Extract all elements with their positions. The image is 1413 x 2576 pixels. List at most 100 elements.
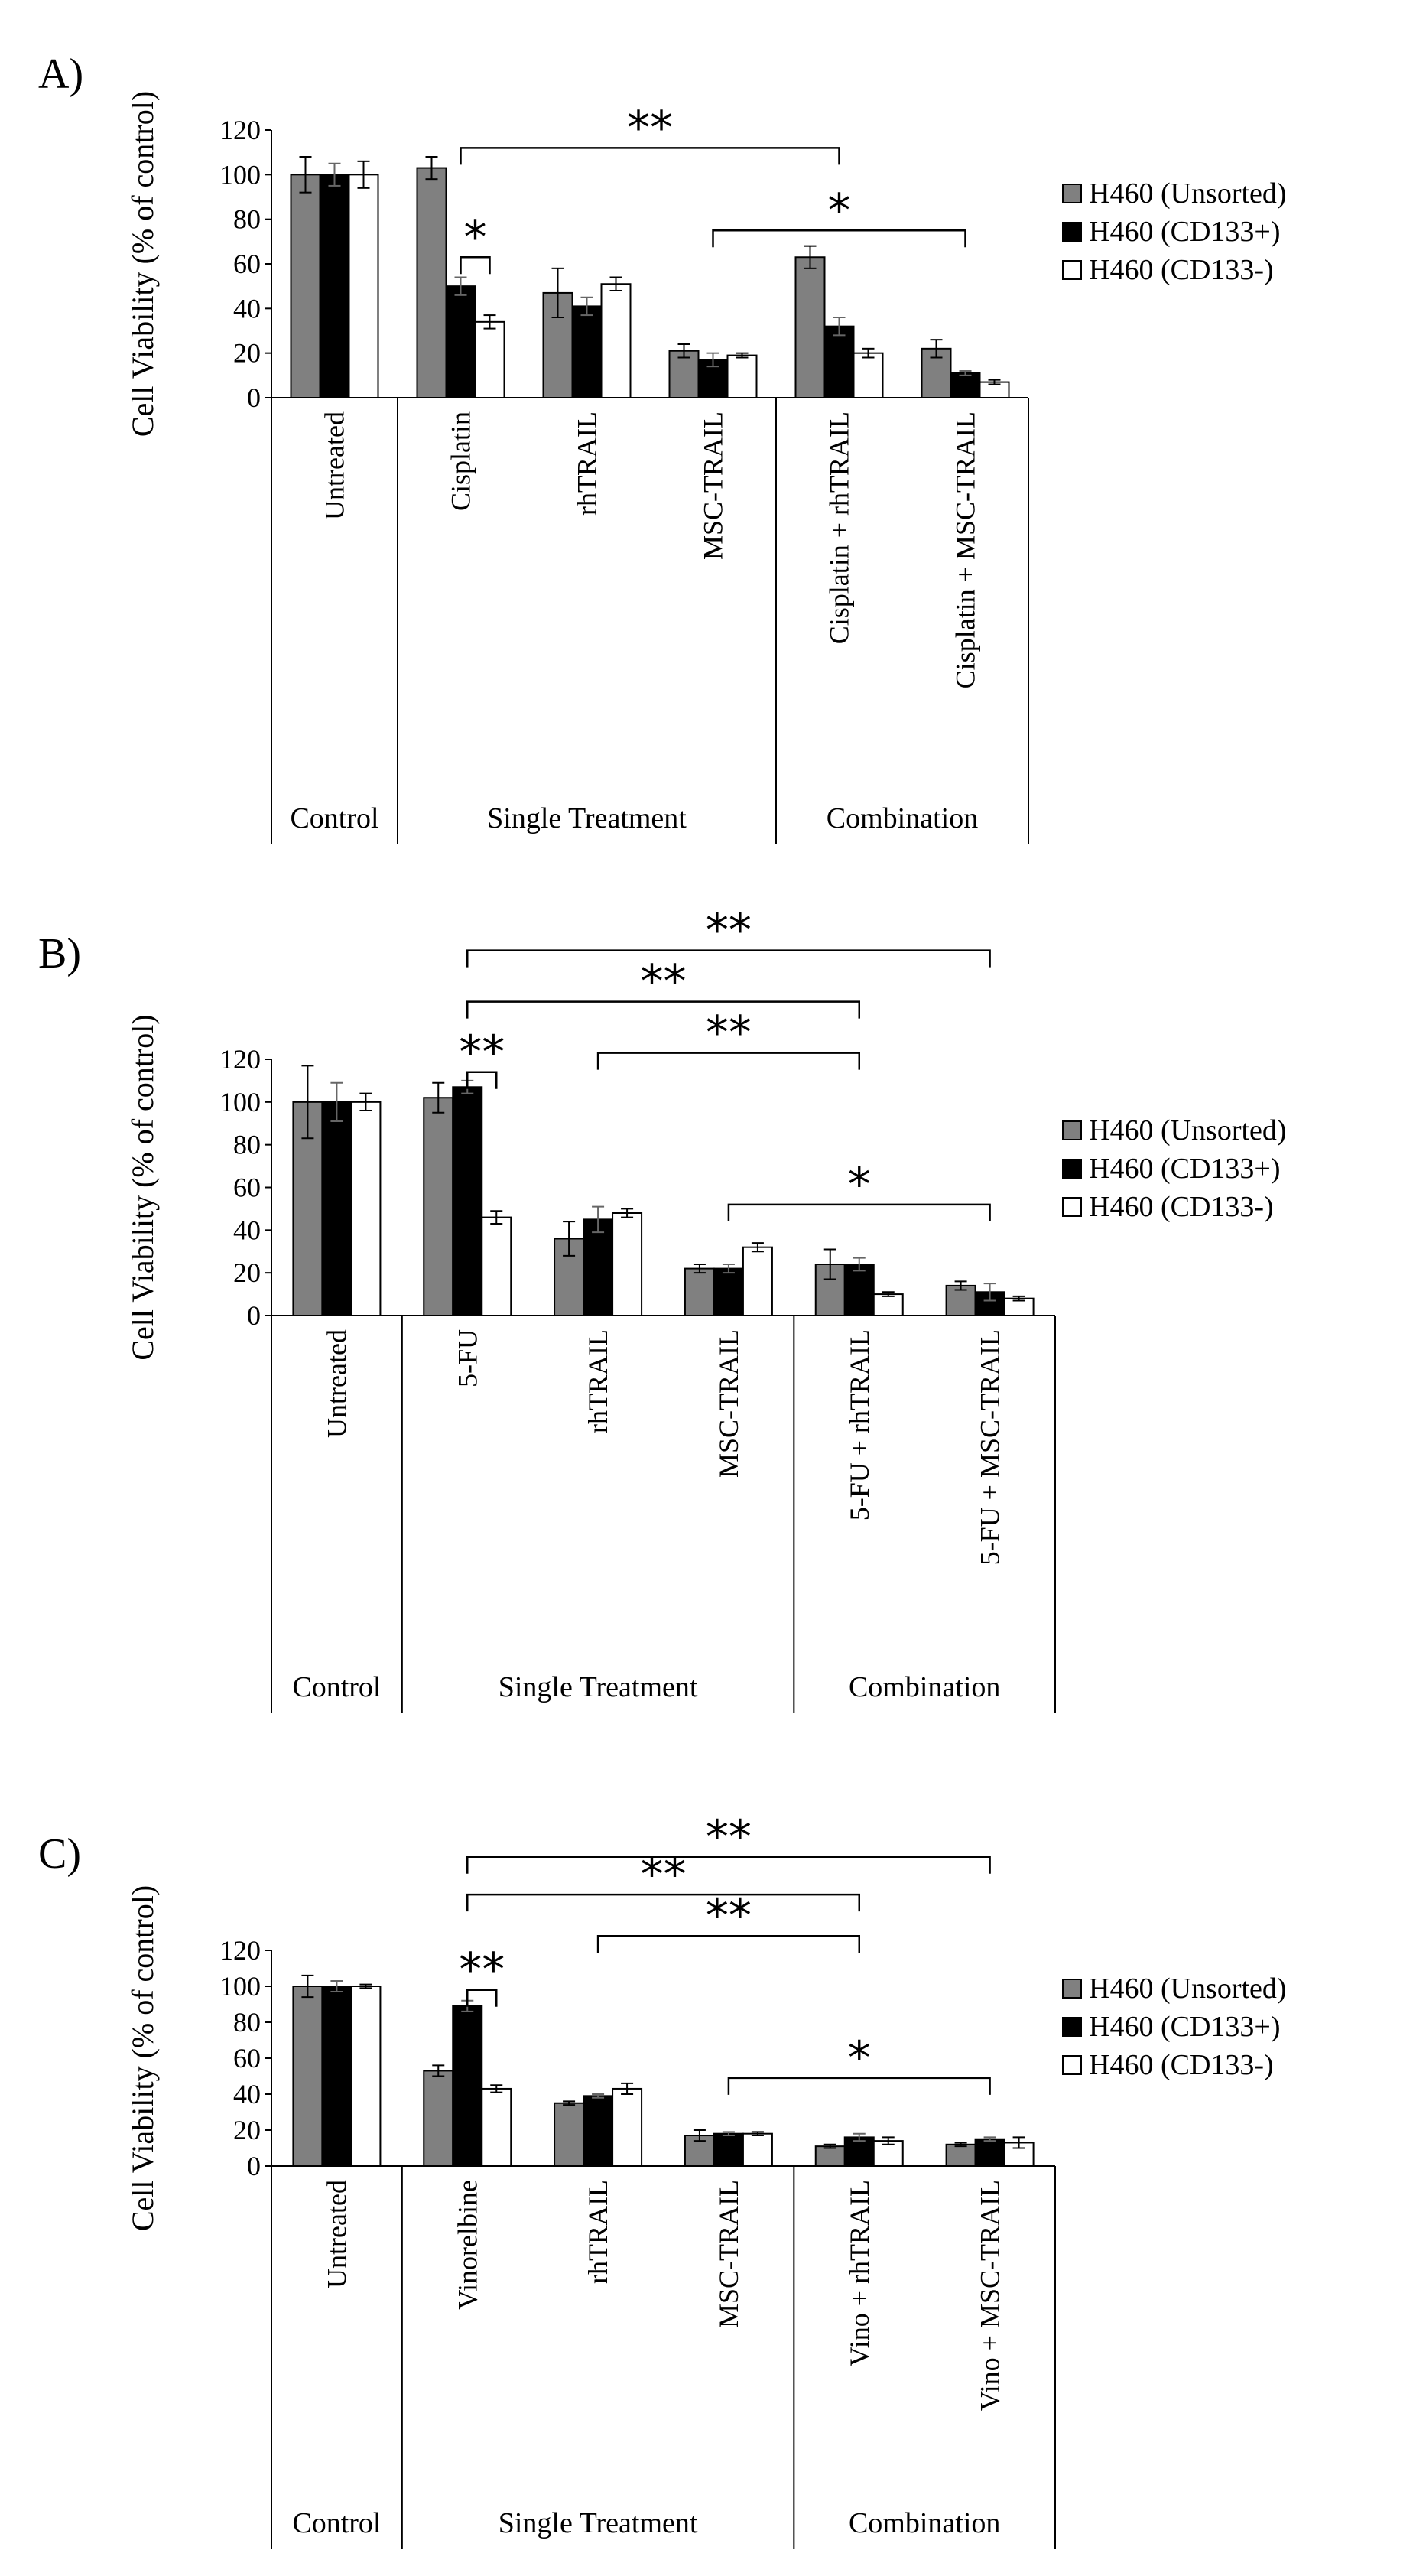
error-bar (490, 2084, 503, 2093)
error-bar (592, 1205, 605, 1234)
y-tick-label: 40 (233, 293, 261, 324)
error-bar (454, 276, 467, 296)
error-bar (882, 2136, 895, 2145)
error-bar (359, 1983, 372, 1989)
chart-panel-3: C) Cell Viability (% of control) 0 20 40 60 80… (38, 1810, 1287, 2549)
significance-bracket (466, 1989, 498, 2007)
significance-marker: * (848, 1158, 871, 1212)
y-tick-label: 40 (233, 2079, 261, 2109)
legend-label: H460 (Unsorted) (1089, 177, 1287, 210)
legend: H460 (Unsorted) H460 (CD133+) H460 (CD133-… (1062, 1973, 1287, 2081)
significance-marker: ** (459, 1026, 505, 1079)
bar-unsorted-4 (794, 256, 826, 398)
significance-marker: ** (641, 955, 687, 1009)
legend-swatch (1062, 1197, 1082, 1217)
error-bar (677, 343, 690, 359)
bar-cd133pos-4 (843, 1264, 875, 1316)
bar-cd133pos-2 (583, 2095, 614, 2168)
y-tick-label: 100 (219, 159, 261, 190)
category-label: MSC-TRAIL (713, 2180, 744, 2328)
significance-marker: ** (459, 1943, 505, 1997)
error-bar (954, 2142, 967, 2148)
significance-marker: ** (706, 1810, 752, 1864)
legend-swatch (1062, 222, 1082, 242)
y-tick-label: 0 (247, 1300, 261, 1331)
group-label: Control (292, 1671, 381, 1703)
bar-cd133pos-2 (583, 1218, 614, 1316)
bar-cd133neg-0 (350, 1101, 382, 1317)
y-tick-label: 60 (233, 1173, 261, 1203)
y-tick-label: 80 (233, 2007, 261, 2038)
error-bar (722, 1264, 735, 1274)
group-label: Combination (827, 802, 978, 834)
error-bar (706, 352, 719, 368)
group-label: Single Treatment (499, 2507, 698, 2539)
bar-cd133pos-3 (713, 2132, 744, 2167)
group-label: Single Treatment (487, 802, 687, 834)
bar-cd133neg-1 (481, 2087, 512, 2167)
error-bar (1012, 1295, 1025, 1302)
category-label: Vino + rhTRAIL (844, 2180, 875, 2366)
category-label: Vinorelbine (452, 2180, 482, 2310)
error-bar (609, 276, 622, 291)
legend-label: H460 (CD133-) (1089, 1191, 1274, 1223)
category-label: Untreated (320, 411, 350, 520)
legend-swatch (1062, 2017, 1082, 2037)
chart-panel-1: A) Cell Viability (% of control) 0 20 40 60 80… (38, 50, 1287, 844)
group-label: Combination (849, 1671, 1000, 1703)
legend-swatch (1062, 2055, 1082, 2075)
y-tick-label: 60 (233, 249, 261, 279)
error-bar (853, 2132, 866, 2142)
error-bar (551, 267, 564, 318)
error-bar (621, 1208, 634, 1218)
bar-cd133pos-1 (452, 2005, 483, 2168)
significance-bracket (596, 1934, 860, 1953)
legend-label: H460 (CD133+) (1089, 216, 1280, 248)
bar-cd133pos-2 (571, 305, 603, 398)
error-bar (736, 352, 749, 359)
y-tick-label: 100 (219, 1087, 261, 1117)
legend-label: H460 (CD133-) (1089, 2049, 1274, 2081)
error-bar (301, 1065, 314, 1140)
bar-cd133pos-4 (843, 2136, 875, 2167)
bar-unsorted-2 (554, 2102, 585, 2167)
group-label: Control (292, 2507, 381, 2539)
y-axis-title: Cell Viability (% of control) (125, 91, 160, 437)
error-bar (328, 162, 341, 187)
y-tick-label: 80 (233, 1130, 261, 1160)
legend-label: H460 (Unsorted) (1089, 1973, 1287, 2005)
error-bar (930, 339, 943, 359)
error-bar (1012, 2136, 1025, 2149)
category-label: rhTRAIL (583, 1329, 613, 1433)
significance-bracket (727, 2077, 991, 2095)
bar-cd133neg-2 (612, 1212, 643, 1316)
bar-unsorted-3 (684, 1267, 715, 1317)
legend-swatch (1062, 1979, 1082, 1999)
significance-marker: * (464, 210, 487, 264)
error-bar (580, 296, 593, 317)
bar-unsorted-0 (290, 174, 321, 398)
error-bar (693, 1264, 706, 1274)
error-bar (853, 1257, 866, 1272)
bar-cd133pos-1 (452, 1086, 483, 1316)
panel-label: A) (38, 50, 83, 98)
panel-label: B) (38, 930, 81, 977)
error-bar (862, 347, 875, 359)
category-label: Untreated (321, 1329, 352, 1438)
bar-cd133neg-0 (350, 1986, 382, 2167)
error-bar (751, 2131, 764, 2137)
category-label: 5-FU + rhTRAIL (844, 1329, 875, 1521)
legend-swatch (1062, 1159, 1082, 1179)
error-bar (490, 1210, 503, 1225)
error-bar (563, 2100, 576, 2106)
legend: H460 (Unsorted) H460 (CD133+) H460 (CD133-… (1062, 177, 1287, 286)
legend-label: H460 (Unsorted) (1089, 1114, 1287, 1147)
legend-swatch (1062, 1120, 1082, 1140)
bar-cd133pos-4 (823, 325, 855, 398)
bar-cd133neg-2 (600, 283, 632, 398)
error-bar (959, 370, 972, 376)
bar-cd133pos-0 (319, 174, 350, 398)
category-label: rhTRAIL (583, 2180, 613, 2284)
category-label: 5-FU (452, 1329, 482, 1387)
